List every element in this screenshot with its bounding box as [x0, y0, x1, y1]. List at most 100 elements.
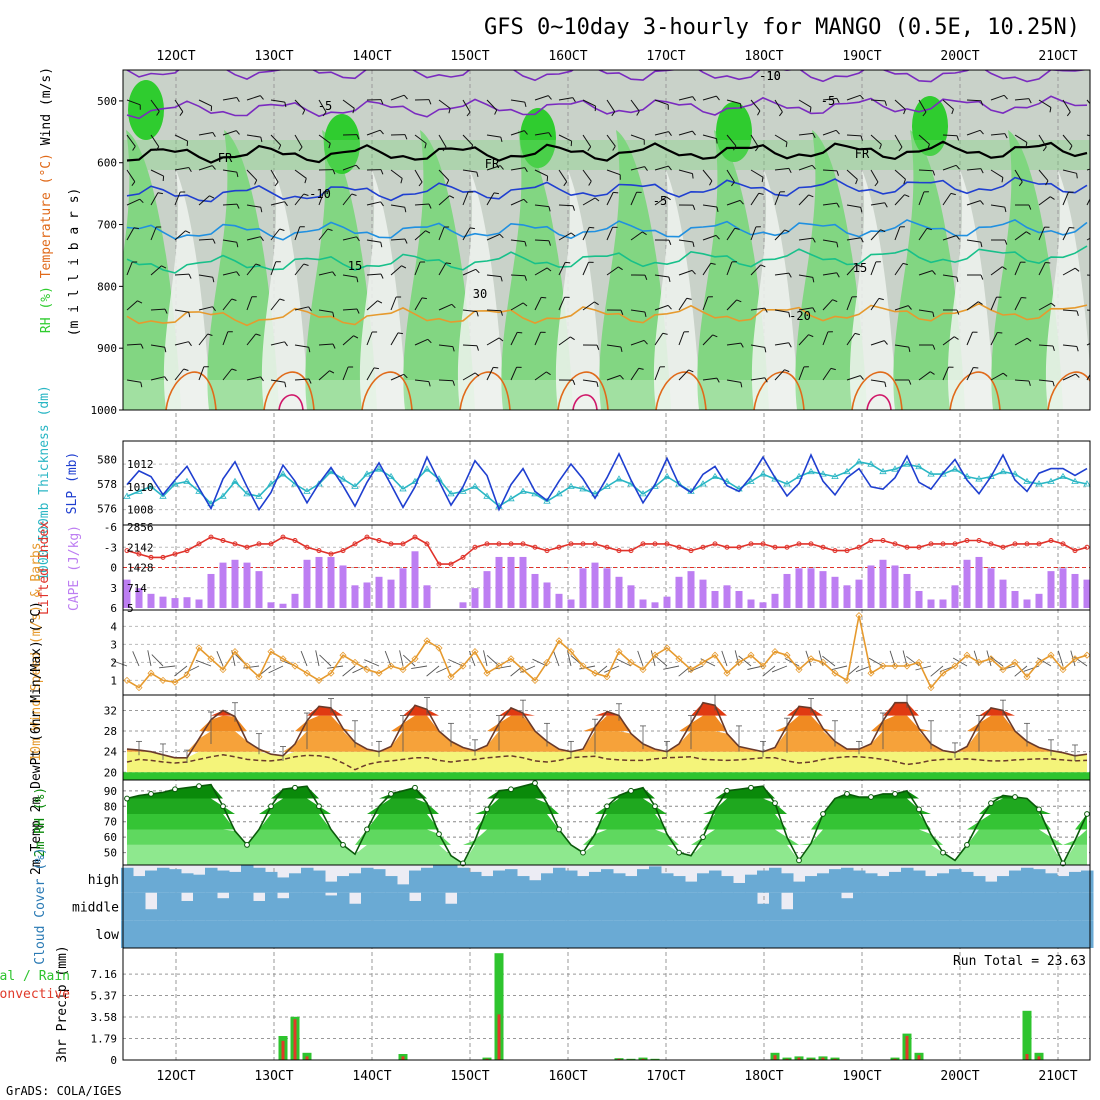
wind-barb-flag: [950, 192, 956, 196]
thickness-marker: [1011, 470, 1019, 477]
wind-speed-marker: [471, 648, 479, 656]
thickness-ylabel: 1000-500mb Thickness (dm): [37, 385, 52, 581]
precip-tick-label: 0: [110, 1054, 117, 1067]
rh-tick-label: 60: [104, 831, 117, 844]
rh-marker: [892, 791, 898, 797]
wind-barb: [846, 296, 853, 311]
wind-barb-flag: [303, 263, 309, 266]
cape-bar: [255, 571, 263, 608]
wind-barb: [846, 333, 856, 346]
cape-bar: [699, 579, 707, 608]
surface-wind-barb: [906, 655, 920, 667]
wind-barb: [366, 201, 381, 206]
cloud-bar: [841, 867, 854, 893]
lifted-index-marker: [868, 538, 874, 543]
wind-barb-flag: [570, 232, 576, 237]
cloud-bar: [685, 881, 698, 893]
wind-barb: [1038, 169, 1049, 182]
wind-barb: [438, 226, 445, 241]
cloud-bar: [817, 892, 830, 921]
wind-barb: [126, 198, 141, 206]
wind-speed-marker: [219, 666, 227, 674]
thickness-marker: [975, 475, 983, 482]
wind-barb-flag: [643, 340, 648, 345]
cloud-bar: [853, 870, 866, 893]
rh-marker: [268, 803, 274, 810]
wind-barb-flag: [733, 145, 737, 151]
lifted-index-marker: [352, 541, 358, 547]
cloud-bar: [229, 892, 242, 921]
wind-speed-marker: [591, 669, 599, 677]
cloud-bar: [373, 869, 386, 893]
isotherm-loop: [165, 371, 217, 410]
cloud-bar: [853, 892, 866, 921]
wind-barb-flag: [231, 368, 237, 371]
wind-barb-flag: [164, 347, 167, 353]
lifted-index-marker: [496, 541, 502, 547]
wind-barb: [750, 344, 765, 348]
wind-barb-flag: [236, 271, 240, 277]
cloud-bar: [649, 920, 662, 948]
wind-barb-flag: [137, 300, 143, 304]
wind-barb: [342, 164, 357, 171]
rh-plume: [795, 130, 867, 410]
wind-barb: [774, 99, 783, 113]
cloud-bar: [637, 892, 650, 921]
wind-barb: [750, 134, 759, 148]
wind-barb: [942, 274, 957, 278]
wind-barb: [870, 340, 885, 346]
wind-barb: [558, 262, 566, 276]
lifted-index-marker: [412, 534, 418, 540]
wind-barb-flag: [662, 332, 668, 335]
surface-wind-barb: [315, 650, 320, 667]
wind-barb-flag: [499, 233, 504, 239]
lifted-index-marker: [1084, 544, 1090, 550]
surface-wind-barb: [520, 665, 536, 673]
cloud-bar: [1021, 920, 1034, 948]
thickness-marker: [375, 465, 383, 472]
surface-wind-barb: [1014, 665, 1028, 677]
wind-speed-marker: [927, 684, 935, 692]
wind-barb-flag: [709, 180, 713, 186]
wind-barb: [798, 237, 813, 241]
cloud-bar: [469, 892, 482, 921]
cape-bar: [183, 597, 191, 608]
cloud-bar: [997, 892, 1010, 921]
wind-barb: [582, 261, 590, 276]
lifted-index-marker: [568, 541, 574, 547]
isotherm-label: 15: [348, 259, 362, 273]
wind-speed-marker: [1071, 655, 1079, 663]
wind-speed-marker: [327, 669, 335, 677]
wind-barb: [414, 261, 421, 276]
lifted-index-marker: [700, 544, 706, 550]
wind-barb-flag: [284, 101, 287, 108]
dewpoint-line: [126, 754, 1088, 771]
wind-barb-flag: [522, 302, 528, 307]
wind-barb: [750, 169, 764, 178]
wind-barb: [654, 196, 667, 206]
wind-barb: [1086, 373, 1090, 381]
wind-barb: [414, 230, 426, 241]
wind-barb: [990, 332, 998, 346]
isotherm-loop: [459, 371, 511, 410]
wind-barb: [462, 169, 477, 173]
cape-bar: [459, 602, 467, 608]
cloud-bar: [241, 920, 254, 948]
wind-speed-marker: [255, 673, 263, 681]
isotherm-label: 30: [473, 287, 487, 301]
wind-barb-flag: [207, 333, 213, 336]
rh-fill-band: [127, 829, 1087, 845]
thickness-marker: [351, 482, 359, 489]
wind-barb: [702, 377, 717, 381]
wind-barb-flag: [572, 97, 576, 103]
wind-barb-flag: [1018, 181, 1023, 187]
wind-barb: [1086, 197, 1090, 206]
wind-barb: [150, 226, 157, 241]
wind-barb-flag: [587, 146, 592, 152]
surface-wind-barb: [426, 665, 440, 677]
rh-marker: [772, 800, 778, 807]
cape-bar: [1047, 571, 1055, 608]
cloud-bar: [445, 920, 458, 948]
wind-barb-flag: [156, 111, 160, 116]
wind-barb: [510, 366, 518, 381]
